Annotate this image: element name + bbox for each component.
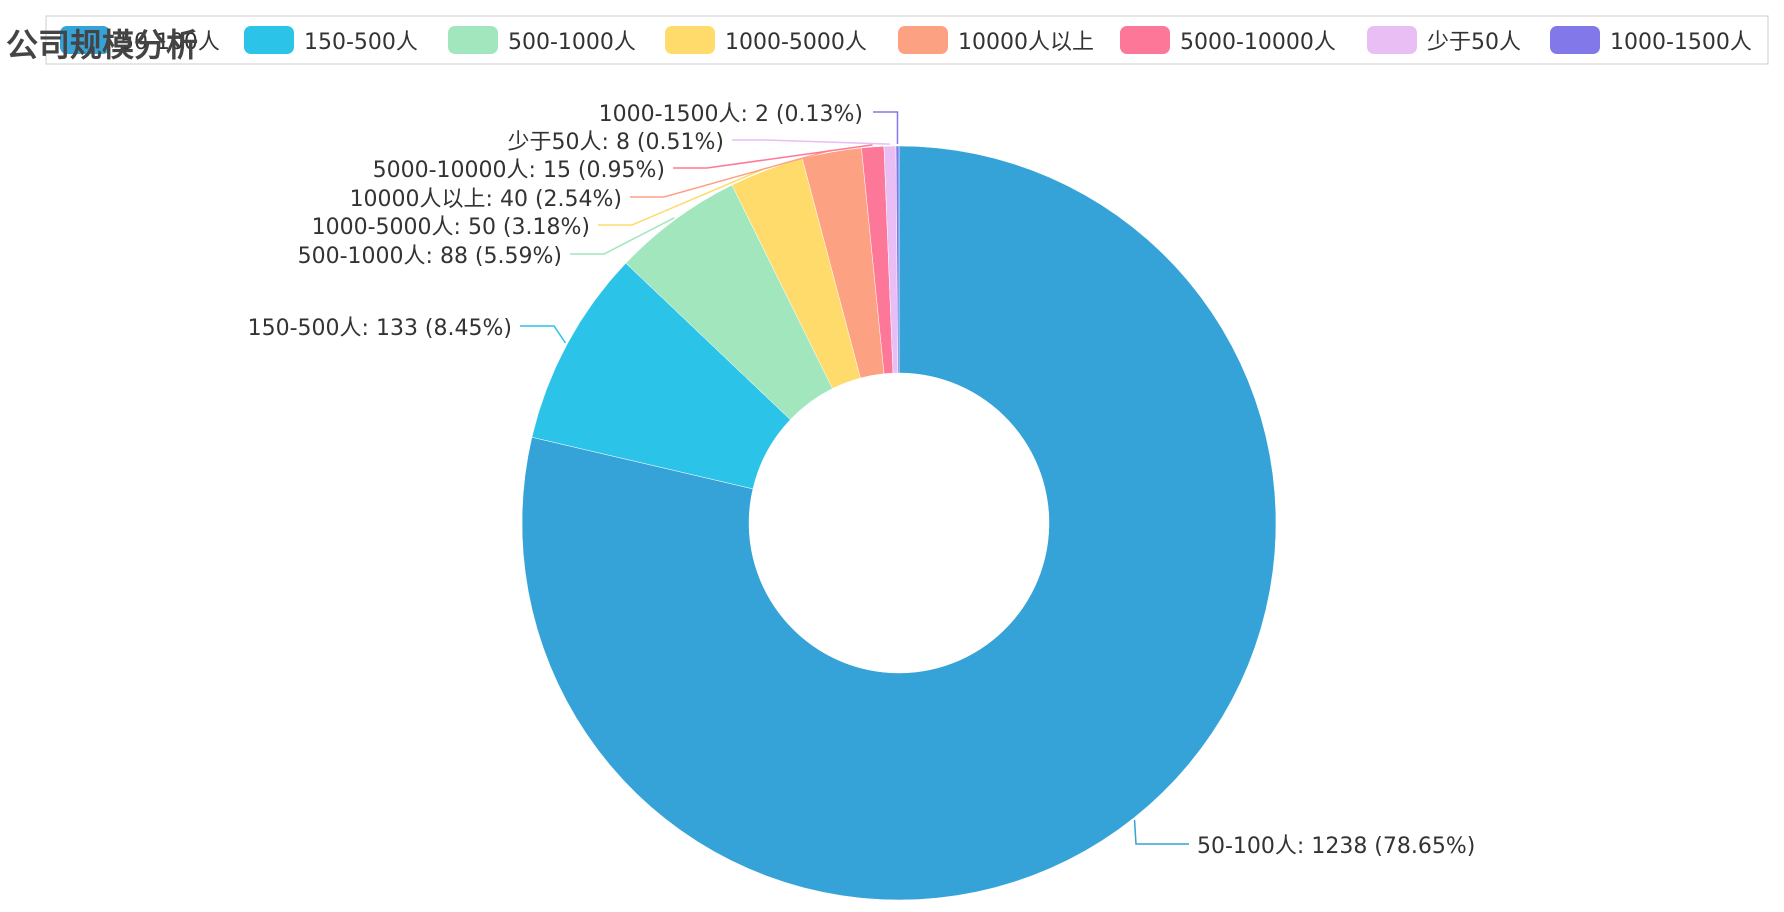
slice-label: 500-1000人: 88 (5.59%) (298, 244, 562, 269)
leader-line (598, 167, 767, 226)
legend-label: 10000人以上 (958, 30, 1094, 55)
slice-label: 1000-5000人: 50 (3.18%) (312, 215, 590, 240)
legend-label: 5000-10000人 (1180, 30, 1336, 55)
slice-50-100人[interactable] (521, 145, 1277, 901)
legend-label: 50-100人 (120, 30, 220, 55)
legend-swatch (1120, 26, 1170, 54)
leader-line (520, 325, 567, 344)
legend-item[interactable]: 5000-10000人 (1120, 26, 1336, 55)
legend-swatch (60, 26, 110, 54)
slice-label: 1000-1500人: 2 (0.13%) (599, 102, 863, 127)
legend-item[interactable]: 10000人以上 (898, 26, 1094, 55)
legend-label: 150-500人 (304, 30, 418, 55)
legend-swatch (1550, 26, 1600, 54)
legend-label: 1000-1500人 (1610, 30, 1752, 55)
legend-item[interactable]: 1000-1500人 (1550, 26, 1752, 55)
legend-item[interactable]: 50-100人 (60, 26, 220, 55)
leader-line (570, 217, 675, 255)
slice-1000-1500人[interactable] (895, 145, 900, 374)
legend-item[interactable]: 少于50人 (1367, 26, 1521, 55)
slice-150-500人[interactable] (531, 262, 791, 490)
legend-swatch (244, 26, 294, 54)
slice-label: 150-500人: 133 (8.45%) (248, 316, 512, 341)
legend-label: 少于50人 (1427, 30, 1521, 55)
legend-swatch (1367, 26, 1417, 54)
legend: 50-100人 150-500人 500-1000人 1000-5000人 10000人… (45, 15, 1769, 65)
slice-labels: 50-100人: 1238 (78.65%) 150-500人: 133 (8.4… (248, 102, 1476, 859)
legend-item[interactable]: 1000-5000人 (665, 26, 867, 55)
slice-label: 50-100人: 1238 (78.65%) (1197, 834, 1475, 859)
leader-line (630, 149, 832, 198)
legend-item[interactable]: 150-500人 (244, 26, 418, 55)
legend-label: 1000-5000人 (725, 30, 867, 55)
leader-line (732, 139, 890, 145)
legend-label: 500-1000人 (508, 30, 636, 55)
leader-line (1133, 819, 1189, 845)
legend-item[interactable]: 500-1000人 (448, 26, 636, 55)
leader-line (673, 144, 873, 169)
slices (521, 145, 1277, 901)
slice-label: 5000-10000人: 15 (0.95%) (373, 158, 665, 183)
legend-swatch (898, 26, 948, 54)
slice-label: 10000人以上: 40 (2.54%) (350, 187, 622, 212)
legend-frame (45, 15, 1769, 65)
chart-title: 公司规模分析 (6, 26, 198, 64)
leader-line (873, 111, 899, 145)
slice-label: 少于50人: 8 (0.51%) (508, 130, 724, 155)
legend-swatch (665, 26, 715, 54)
legend-swatch (448, 26, 498, 54)
